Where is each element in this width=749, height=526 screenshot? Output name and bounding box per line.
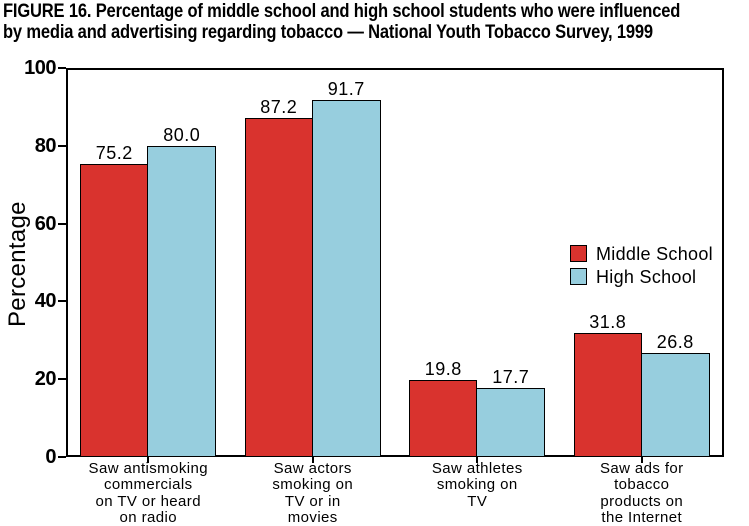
category-label-line: movies bbox=[287, 509, 338, 526]
y-tick-label-100: 100 bbox=[24, 57, 56, 79]
category-label-line: smoking on bbox=[436, 476, 518, 494]
bar-high-school-3 bbox=[640, 352, 710, 457]
legend-label-middle-school: Middle School bbox=[596, 243, 713, 264]
y-tick-label-40: 40 bbox=[34, 290, 57, 313]
legend-item-high-school: High School bbox=[570, 266, 713, 287]
figure-title-line-1: FIGURE 16. Percentage of middle school a… bbox=[3, 1, 681, 22]
y-tick-label-20: 20 bbox=[34, 368, 57, 391]
y-tick-label-0: 0 bbox=[45, 446, 56, 468]
category-label-line: TV bbox=[467, 492, 488, 510]
x-tick-mark-3 bbox=[640, 457, 643, 463]
category-label-line: tobacco bbox=[614, 476, 670, 494]
category-label-1: Saw actors smoking on TV or in movies bbox=[225, 460, 401, 526]
category-label-line: Saw athletes bbox=[431, 460, 523, 477]
value-label-middle-school-1: 87.2 bbox=[260, 96, 298, 117]
legend-swatch-middle-school bbox=[570, 245, 587, 262]
y-tick-mark-100 bbox=[58, 67, 66, 69]
y-tick-mark-0 bbox=[58, 456, 66, 458]
value-label-middle-school-3: 31.8 bbox=[589, 312, 627, 333]
category-label-line: TV or in bbox=[284, 492, 341, 510]
legend: Middle School High School bbox=[570, 245, 713, 291]
y-tick-label-80: 80 bbox=[34, 134, 57, 157]
bar-high-school-1 bbox=[311, 100, 381, 457]
y-tick-mark-20 bbox=[58, 378, 66, 381]
bar-middle-school-3 bbox=[573, 333, 642, 457]
y-tick-mark-80 bbox=[58, 144, 66, 147]
value-label-high-school-1: 91.7 bbox=[327, 79, 365, 100]
value-label-high-school-2: 17.7 bbox=[492, 367, 530, 388]
value-label-high-school-0: 80.0 bbox=[163, 124, 201, 145]
legend-label-high-school: High School bbox=[596, 266, 697, 287]
legend-swatch-high-school bbox=[570, 268, 587, 285]
category-label-0: Saw antismoking commercials on TV or heard… bbox=[60, 460, 236, 526]
category-label-3: Saw ads for tobacco products on the Interne… bbox=[554, 460, 730, 526]
category-label-line: smoking on bbox=[272, 476, 354, 494]
legend-item-middle-school: Middle School bbox=[570, 243, 713, 264]
category-label-line: Saw actors bbox=[273, 460, 352, 477]
bar-high-school-0 bbox=[147, 145, 217, 457]
y-tick-mark-60 bbox=[58, 222, 66, 225]
value-label-middle-school-0: 75.2 bbox=[95, 143, 133, 164]
category-label-line: commercials bbox=[103, 476, 193, 494]
category-label-line: Saw antismoking bbox=[88, 460, 208, 477]
bar-middle-school-2 bbox=[409, 379, 478, 457]
y-tick-label-60: 60 bbox=[34, 212, 57, 235]
bar-middle-school-1 bbox=[244, 117, 313, 457]
category-label-line: on radio bbox=[119, 509, 177, 526]
x-tick-mark-1 bbox=[311, 457, 314, 463]
category-label-line: products on bbox=[600, 492, 684, 510]
bar-high-school-2 bbox=[476, 388, 546, 457]
category-label-line: Saw ads for bbox=[599, 460, 684, 477]
category-label-line: on TV or heard bbox=[95, 492, 201, 510]
category-label-2: Saw athletes smoking on TV bbox=[389, 460, 565, 510]
category-label-line: the Internet bbox=[601, 509, 683, 526]
y-tick-mark-40 bbox=[58, 300, 66, 303]
x-tick-mark-2 bbox=[476, 457, 479, 463]
value-label-middle-school-2: 19.8 bbox=[424, 358, 462, 379]
figure-title-line-2: by media and advertising regarding tobac… bbox=[3, 22, 653, 43]
value-label-high-school-3: 26.8 bbox=[656, 331, 694, 352]
bar-middle-school-0 bbox=[80, 164, 149, 457]
x-tick-mark-0 bbox=[147, 457, 150, 463]
